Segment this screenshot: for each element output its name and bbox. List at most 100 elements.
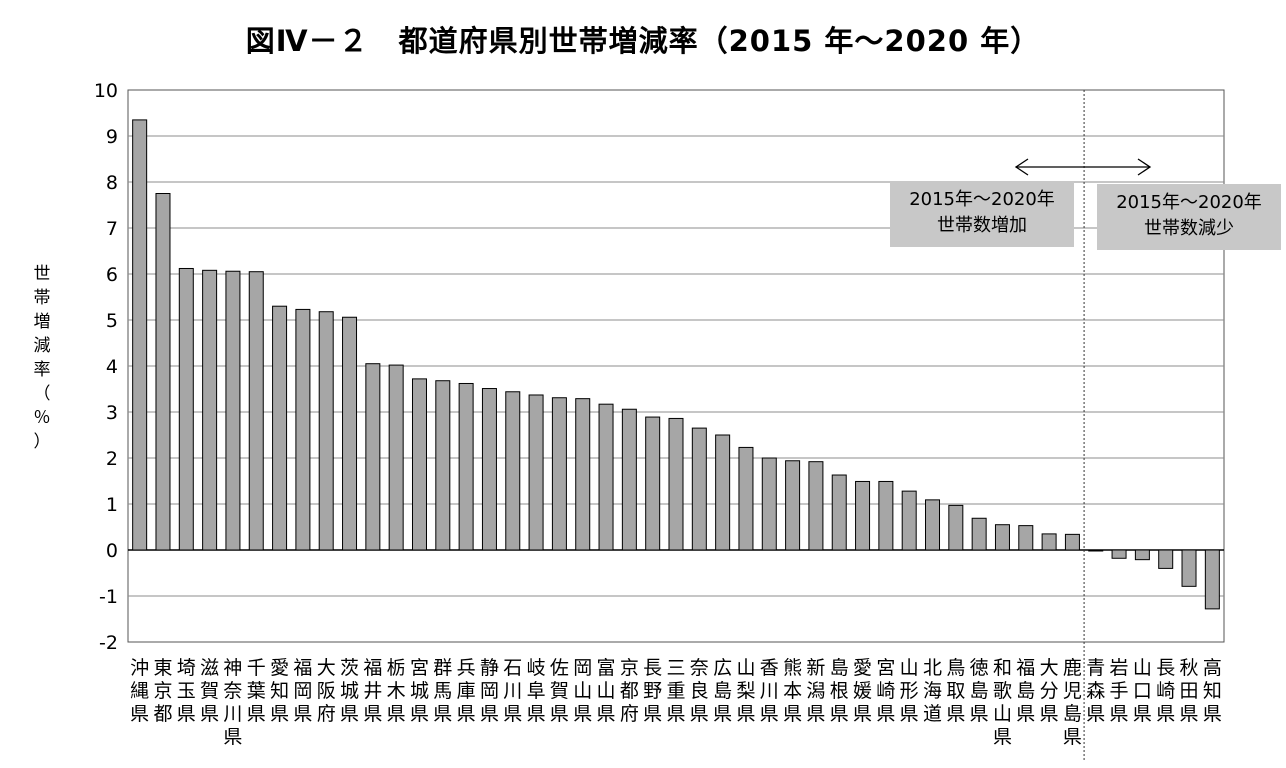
y-tick-label: 10 (94, 80, 118, 102)
x-tick-label: 島根県 (830, 657, 849, 725)
x-tick-label: 新潟県 (806, 657, 825, 725)
x-tick-label: 香川県 (760, 657, 779, 725)
x-tick-label: 奈良県 (690, 657, 709, 725)
x-tick-label: 和歌山県 (993, 657, 1012, 748)
x-tick-label: 広島県 (713, 657, 732, 725)
bar-岩手県 (1111, 549, 1127, 559)
decrease-annotation-text: 世帯数減少 (1144, 218, 1234, 239)
bar-京都府 (621, 408, 637, 551)
x-tick-label: 岩手県 (1110, 657, 1129, 725)
x-tick-label: 三重県 (666, 657, 685, 725)
x-tick-label: 福岡県 (293, 657, 312, 725)
x-tick-label: 茨城県 (340, 657, 359, 725)
bar-山形県 (901, 490, 917, 551)
x-tick-label: 山梨県 (736, 657, 755, 725)
x-tick-label: 秋田県 (1180, 657, 1199, 725)
bar-沖縄県 (132, 119, 148, 551)
bar-鳥取県 (948, 504, 964, 551)
bar-徳島県 (971, 517, 987, 551)
bar-東京都 (155, 193, 171, 551)
x-tick-label: 埼玉県 (177, 657, 196, 725)
x-tick-label: 愛媛県 (853, 657, 872, 725)
x-tick-label: 愛知県 (270, 657, 289, 725)
x-tick-label: 京都府 (620, 657, 639, 725)
bar-千葉県 (248, 271, 264, 551)
x-tick-label: 岐阜県 (527, 657, 546, 725)
bar-秋田県 (1181, 549, 1197, 587)
y-tick-label: 1 (106, 494, 118, 516)
x-tick-label: 千葉県 (247, 657, 266, 725)
x-tick-label: 静岡県 (480, 657, 499, 725)
bar-大阪府 (318, 311, 334, 551)
bar-島根県 (831, 474, 847, 551)
bar-熊本県 (785, 460, 801, 551)
bar-茨城県 (342, 316, 358, 551)
bar-大分県 (1041, 533, 1057, 551)
bar-兵庫県 (458, 382, 474, 551)
bar-宮崎県 (878, 480, 894, 551)
bar-富山県 (598, 403, 614, 551)
y-tick-label: 7 (106, 218, 118, 240)
bar-鹿児島県 (1064, 533, 1080, 551)
bar-福島県 (1018, 525, 1034, 551)
bar-宮城県 (411, 378, 427, 551)
bar-岐阜県 (528, 394, 544, 551)
bar-山梨県 (738, 446, 754, 551)
x-tick-label: 東京都 (153, 657, 172, 725)
bar-山口県 (1134, 549, 1150, 561)
x-tick-label: 群馬県 (433, 657, 452, 725)
y-tick-label: 4 (106, 356, 118, 378)
bar-新潟県 (808, 461, 824, 551)
x-tick-label: 長崎県 (1156, 657, 1175, 725)
y-axis-label: 世帯増減率（％） (33, 264, 51, 452)
x-tick-label: 鳥取県 (946, 657, 965, 725)
y-tick-label: 3 (106, 402, 118, 424)
y-tick-label: 5 (106, 310, 118, 332)
x-tick-label: 福島県 (1016, 657, 1035, 725)
bar-石川県 (505, 391, 521, 551)
bar-愛知県 (272, 305, 288, 551)
x-tick-label: 宮城県 (410, 657, 429, 725)
x-tick-label: 山口県 (1133, 657, 1152, 725)
x-tick-label: 高知県 (1203, 657, 1222, 725)
x-tick-label: 宮崎県 (876, 657, 895, 725)
bar-三重県 (668, 417, 684, 551)
x-tick-label: 富山県 (597, 657, 616, 725)
x-tick-label: 熊本県 (783, 657, 802, 725)
x-tick-label: 沖縄県 (130, 657, 149, 725)
bar-福井県 (365, 363, 381, 551)
chart-title: 図Ⅳ－２ 都道府県別世帯増減率（2015 年～2020 年） (245, 24, 1041, 58)
x-tick-label: 滋賀県 (200, 657, 219, 725)
x-tick-label: 佐賀県 (550, 657, 569, 725)
x-tick-label: 徳島県 (970, 657, 989, 725)
y-tick-label: 8 (106, 172, 118, 194)
bar-福岡県 (295, 308, 311, 551)
bar-香川県 (761, 457, 777, 551)
bar-神奈川県 (225, 270, 241, 551)
bar-広島県 (715, 434, 731, 551)
bar-岡山県 (575, 398, 591, 551)
bar-静岡県 (481, 388, 497, 551)
x-tick-label: 鹿児島県 (1063, 657, 1082, 748)
x-tick-label: 大分県 (1040, 657, 1059, 725)
bar-青森県 (1088, 549, 1104, 552)
bar-群馬県 (435, 380, 451, 551)
bar-高知県 (1204, 549, 1220, 610)
x-tick-label: 北海道 (923, 657, 942, 725)
bar-埼玉県 (178, 267, 194, 551)
y-tick-label: 9 (106, 126, 118, 148)
x-tick-label: 栃木県 (387, 657, 406, 725)
bar-和歌山県 (994, 524, 1010, 551)
x-tick-label: 岡山県 (573, 657, 592, 725)
x-tick-label: 長野県 (643, 657, 662, 725)
x-tick-label: 大阪府 (317, 657, 336, 725)
y-tick-label: -1 (99, 586, 118, 608)
increase-annotation-text: 2015年～2020年 (909, 189, 1055, 210)
y-tick-label: -2 (99, 632, 118, 654)
bar-北海道 (925, 499, 941, 551)
bar-長崎県 (1158, 549, 1174, 569)
y-tick-label: 0 (106, 540, 118, 562)
x-tick-label: 青森県 (1086, 657, 1105, 725)
x-tick-label: 兵庫県 (457, 657, 476, 725)
